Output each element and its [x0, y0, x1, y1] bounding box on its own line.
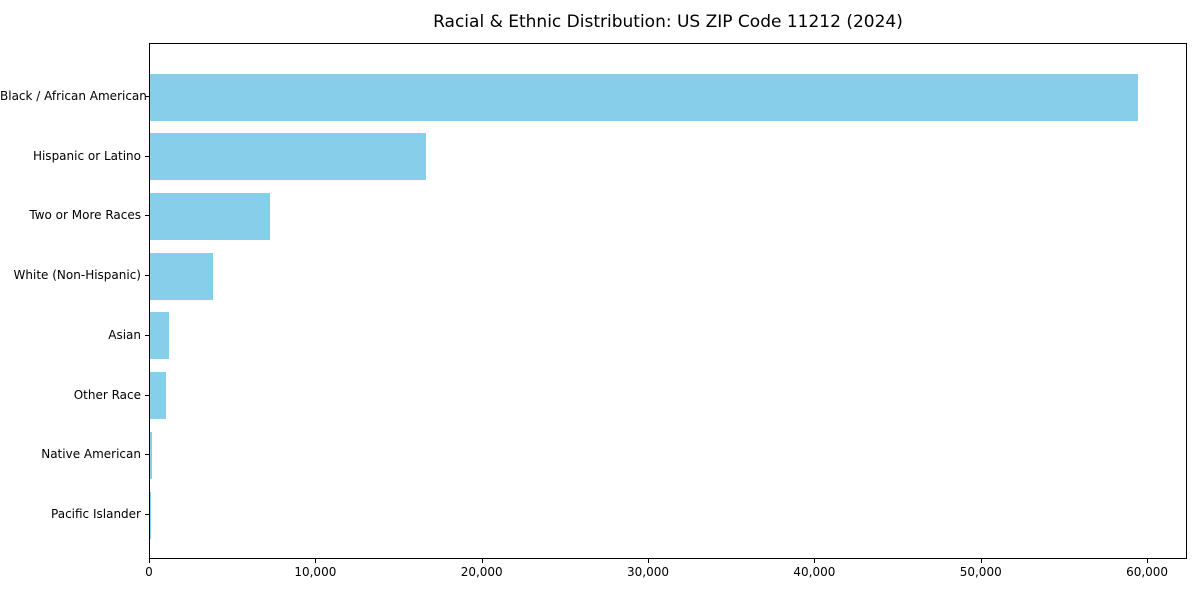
x-tick-mark [1147, 559, 1149, 563]
y-tick-label: Black / African American [0, 89, 147, 103]
y-tick-mark [145, 454, 149, 456]
bar-hispanic-or-latino [150, 133, 427, 181]
bar-white-non-hispanic [150, 252, 214, 300]
y-tick-mark [145, 155, 149, 157]
y-tick-mark [145, 215, 149, 217]
bar-native-american [150, 431, 153, 479]
x-tick-mark [980, 559, 982, 563]
x-tick-mark [814, 559, 816, 563]
y-tick-mark [145, 96, 149, 97]
x-tick-mark [648, 559, 650, 563]
x-tick-label: 0 [145, 565, 153, 579]
plot-area [149, 43, 1187, 559]
y-tick-label: Asian [108, 327, 141, 342]
x-tick-mark [315, 559, 317, 563]
x-tick-label: 20,000 [460, 565, 503, 579]
x-tick-label: 30,000 [627, 565, 670, 579]
x-tick-mark [481, 559, 483, 563]
x-tick-label: 40,000 [793, 565, 836, 579]
chart-title: Racial & Ethnic Distribution: US ZIP Cod… [433, 12, 903, 32]
x-tick-label: 50,000 [959, 565, 1002, 579]
y-tick-label: Two or More Races [29, 208, 141, 223]
bar-other-race [150, 372, 166, 420]
x-tick-label: 60,000 [1126, 565, 1169, 579]
y-tick-mark [145, 514, 149, 515]
y-tick-mark [145, 334, 149, 336]
bar-black-african-american [150, 73, 1139, 121]
x-tick-mark [149, 559, 150, 563]
y-tick-label: Native American [41, 447, 141, 462]
bar-asian [150, 312, 170, 360]
bar-two-or-more-races [150, 192, 270, 240]
y-tick-label: White (Non-Hispanic) [13, 268, 141, 283]
y-tick-mark [145, 394, 149, 396]
y-tick-mark [145, 275, 149, 277]
x-tick-label: 10,000 [294, 565, 337, 579]
bar-pacific-islander [150, 491, 151, 539]
y-tick-label: Pacific Islander [51, 507, 141, 521]
y-tick-label: Hispanic or Latino [32, 148, 141, 163]
y-tick-label: Other Race [73, 387, 141, 402]
